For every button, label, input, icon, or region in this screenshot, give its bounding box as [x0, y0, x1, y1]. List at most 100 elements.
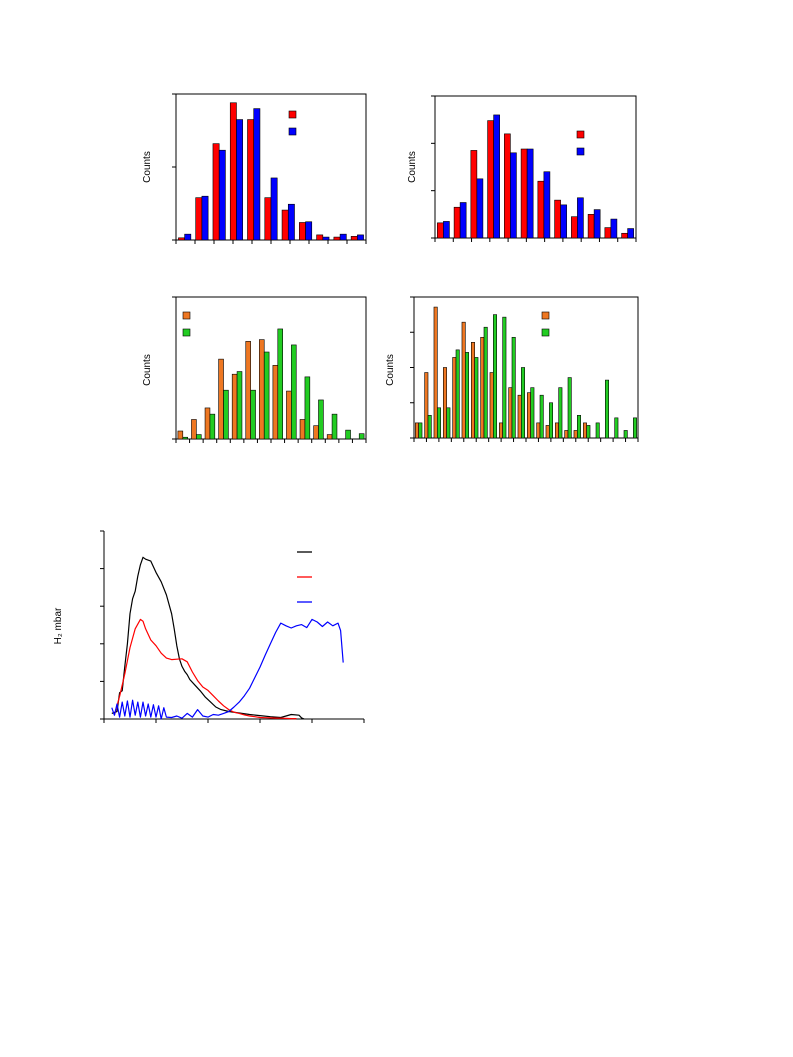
bar — [316, 234, 324, 241]
bar — [291, 344, 297, 440]
legend-swatch — [182, 311, 191, 320]
bar — [489, 372, 494, 439]
series-line — [111, 556, 305, 720]
bar — [510, 152, 517, 239]
axis-ticks — [431, 95, 637, 242]
bar — [577, 197, 584, 239]
bar — [577, 415, 581, 439]
legend-swatch — [182, 328, 191, 337]
bar — [536, 422, 541, 439]
y-axis-label: Counts — [385, 354, 396, 386]
bar — [264, 197, 272, 241]
bar — [502, 316, 507, 439]
bar — [281, 209, 289, 241]
bar — [357, 234, 364, 241]
bar — [443, 367, 447, 439]
bar — [286, 390, 292, 440]
bar — [604, 227, 612, 239]
bar — [195, 197, 203, 241]
y-axis-label: Counts — [142, 354, 153, 386]
y-axis-label: H₂ mbar — [53, 607, 64, 644]
bar — [263, 351, 270, 440]
bar — [231, 373, 238, 440]
bar — [433, 306, 438, 439]
bar — [471, 342, 475, 439]
bar — [521, 367, 525, 439]
bar — [483, 326, 488, 439]
bar — [304, 376, 311, 440]
bar — [539, 394, 544, 439]
bar — [287, 203, 295, 241]
chart-bottom-line: H₂ mbar — [53, 530, 365, 723]
legend — [576, 130, 585, 156]
legend-swatch — [576, 147, 585, 156]
legend — [288, 110, 297, 136]
bar — [517, 394, 522, 439]
bar — [567, 377, 572, 439]
bar — [339, 233, 347, 241]
chart-middle-right: Counts — [385, 296, 639, 442]
bar — [593, 209, 601, 239]
bar — [182, 436, 188, 440]
bars — [437, 114, 634, 239]
bar — [511, 336, 516, 439]
plot-frame — [434, 95, 637, 239]
bar — [455, 349, 460, 439]
bar — [424, 372, 429, 439]
bar — [571, 216, 578, 239]
bar — [305, 221, 313, 241]
bar — [504, 133, 511, 239]
bars — [177, 328, 365, 440]
bar — [437, 222, 444, 239]
bar — [313, 425, 319, 440]
bar — [605, 379, 609, 439]
bar — [554, 199, 561, 239]
bar — [245, 341, 251, 440]
bar — [196, 434, 202, 440]
bar — [586, 425, 591, 439]
bar — [345, 429, 351, 440]
bar — [201, 195, 209, 241]
bar — [270, 177, 278, 241]
bar — [508, 387, 513, 439]
legend-swatch — [541, 328, 550, 337]
bar — [229, 102, 237, 241]
bar — [480, 336, 485, 439]
lines — [111, 556, 344, 720]
legend-swatch — [576, 130, 585, 139]
axis-ticks — [410, 296, 639, 442]
bar — [209, 413, 216, 440]
bar — [573, 430, 578, 439]
bar — [299, 419, 306, 440]
y-axis-label: Counts — [407, 151, 418, 183]
bar — [493, 114, 500, 239]
bar — [350, 236, 358, 241]
bar — [318, 399, 324, 440]
bar — [443, 221, 450, 239]
bar — [236, 119, 243, 241]
chart-top-right: Counts — [407, 95, 637, 242]
bar — [526, 148, 534, 239]
bar — [610, 218, 618, 239]
bar — [527, 392, 531, 439]
bar — [191, 419, 197, 440]
chart-top-left: Counts — [142, 93, 367, 244]
bar — [272, 365, 279, 440]
bar — [253, 108, 261, 241]
bars — [415, 306, 637, 439]
bar — [461, 321, 466, 439]
bar — [487, 120, 494, 239]
bar — [250, 389, 256, 440]
bar — [465, 352, 469, 439]
bar — [277, 328, 283, 440]
bar — [499, 422, 503, 439]
legend — [297, 551, 312, 603]
bar — [558, 387, 563, 439]
axis-ticks — [100, 530, 365, 723]
bar — [204, 407, 211, 440]
bar — [184, 233, 192, 241]
bar — [427, 415, 432, 439]
bar — [418, 422, 423, 439]
bar — [543, 171, 551, 239]
